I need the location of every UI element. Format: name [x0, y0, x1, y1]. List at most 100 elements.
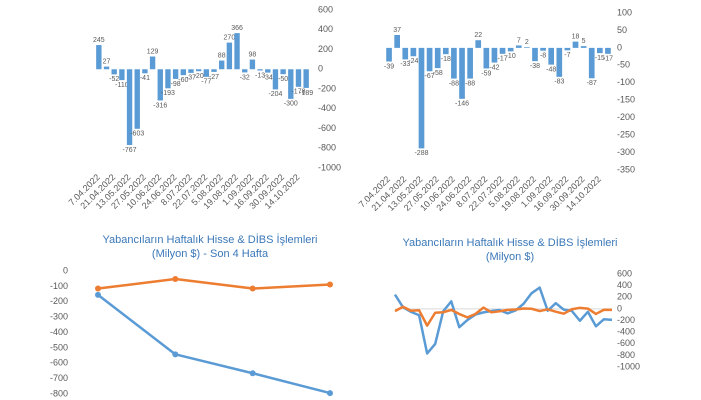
chart-title: Yabancıların Haftalık Hisse & DİBS İşlem… [102, 234, 318, 260]
data-label: 5 [582, 38, 586, 45]
data-label: 88 [218, 52, 226, 59]
y-tick-label: -300 [617, 147, 635, 157]
bar [394, 34, 400, 48]
bar [402, 47, 409, 60]
bar [257, 69, 263, 71]
bar [442, 47, 449, 55]
marker [172, 351, 179, 358]
data-label: -300 [284, 101, 298, 108]
y-tick-label: 0 [318, 64, 323, 74]
y-tick-label: 100 [617, 7, 632, 17]
y-tick-label: -100 [50, 281, 68, 291]
data-label: 27 [103, 58, 111, 65]
data-label: -204 [268, 91, 282, 98]
y-tick-label: 0 [617, 42, 622, 52]
bar [459, 47, 465, 99]
bar [295, 69, 302, 87]
data-label: -41 [140, 75, 150, 82]
bar [265, 69, 271, 73]
y-tick-label: -300 [50, 312, 68, 322]
bar [410, 47, 417, 57]
bar [386, 47, 392, 62]
data-label: -17 [497, 56, 507, 63]
data-label: 18 [572, 33, 580, 40]
marker [172, 275, 179, 282]
data-label: -39 [384, 63, 394, 70]
y-tick-label: 0 [617, 303, 622, 313]
data-label: -24 [408, 58, 418, 65]
bar [272, 69, 279, 90]
data-label: -60 [178, 77, 188, 84]
marker [249, 285, 256, 292]
data-label: -178 [291, 89, 305, 96]
y-tick-label: -600 [50, 358, 68, 368]
bar [249, 59, 256, 70]
bar [288, 69, 294, 99]
bar [203, 69, 210, 77]
bar [211, 69, 217, 72]
bar [226, 42, 233, 70]
data-label: 2 [525, 39, 529, 46]
data-label: -7 [564, 52, 570, 59]
bar [126, 69, 133, 145]
bar [580, 46, 587, 48]
bar [434, 47, 441, 69]
bar [524, 47, 530, 48]
bar [242, 69, 248, 73]
y-tick-label: -800 [617, 350, 635, 360]
bar [111, 69, 117, 75]
bar [475, 40, 482, 48]
marker [95, 291, 101, 298]
data-label: 22 [474, 32, 482, 39]
data-label: -288 [414, 150, 428, 157]
data-label: -88 [449, 80, 459, 87]
data-label: -193 [161, 90, 175, 97]
data-label: -189 [299, 90, 313, 97]
data-label: -18 [441, 56, 451, 63]
y-tick-label: -200 [617, 315, 635, 325]
bar [188, 69, 194, 73]
data-label: -67 [425, 73, 435, 80]
data-label: 270 [224, 34, 236, 41]
data-label: -33 [400, 61, 410, 68]
bar [134, 69, 140, 129]
bar [280, 69, 286, 75]
bar [605, 47, 611, 54]
data-label: -50 [278, 76, 288, 83]
bar [588, 47, 595, 79]
y-tick-label: -100 [617, 77, 635, 87]
bar [597, 47, 603, 54]
data-label: -58 [433, 70, 443, 77]
data-label: -98 [171, 81, 181, 88]
bar [572, 41, 579, 48]
data-label: 366 [231, 25, 243, 32]
y-tick-label: -50 [617, 60, 630, 70]
y-tick-label: -200 [50, 296, 68, 306]
bar [499, 47, 506, 54]
y-tick-label: 600 [318, 4, 333, 14]
y-tick-label: 200 [617, 292, 632, 302]
bar [96, 45, 102, 70]
bar [303, 69, 309, 88]
data-label: -10 [506, 53, 516, 60]
line [97, 277, 331, 290]
bar [548, 47, 555, 65]
bar [103, 66, 110, 70]
marker [327, 390, 333, 397]
bar [532, 47, 538, 62]
y-tick-label: -600 [318, 123, 336, 133]
data-label: -38 [530, 63, 540, 70]
y-tick-label: -1000 [617, 361, 640, 371]
y-tick-label: -400 [617, 327, 635, 337]
y-tick-label: -500 [50, 342, 68, 352]
data-label: 37 [393, 27, 401, 34]
data-label: -17 [603, 56, 613, 63]
y-tick-label: -150 [617, 95, 635, 105]
y-tick-label: -200 [318, 83, 336, 93]
data-label: -13 [255, 72, 265, 79]
bar [491, 47, 498, 63]
bar [219, 60, 225, 70]
bar [451, 47, 457, 79]
